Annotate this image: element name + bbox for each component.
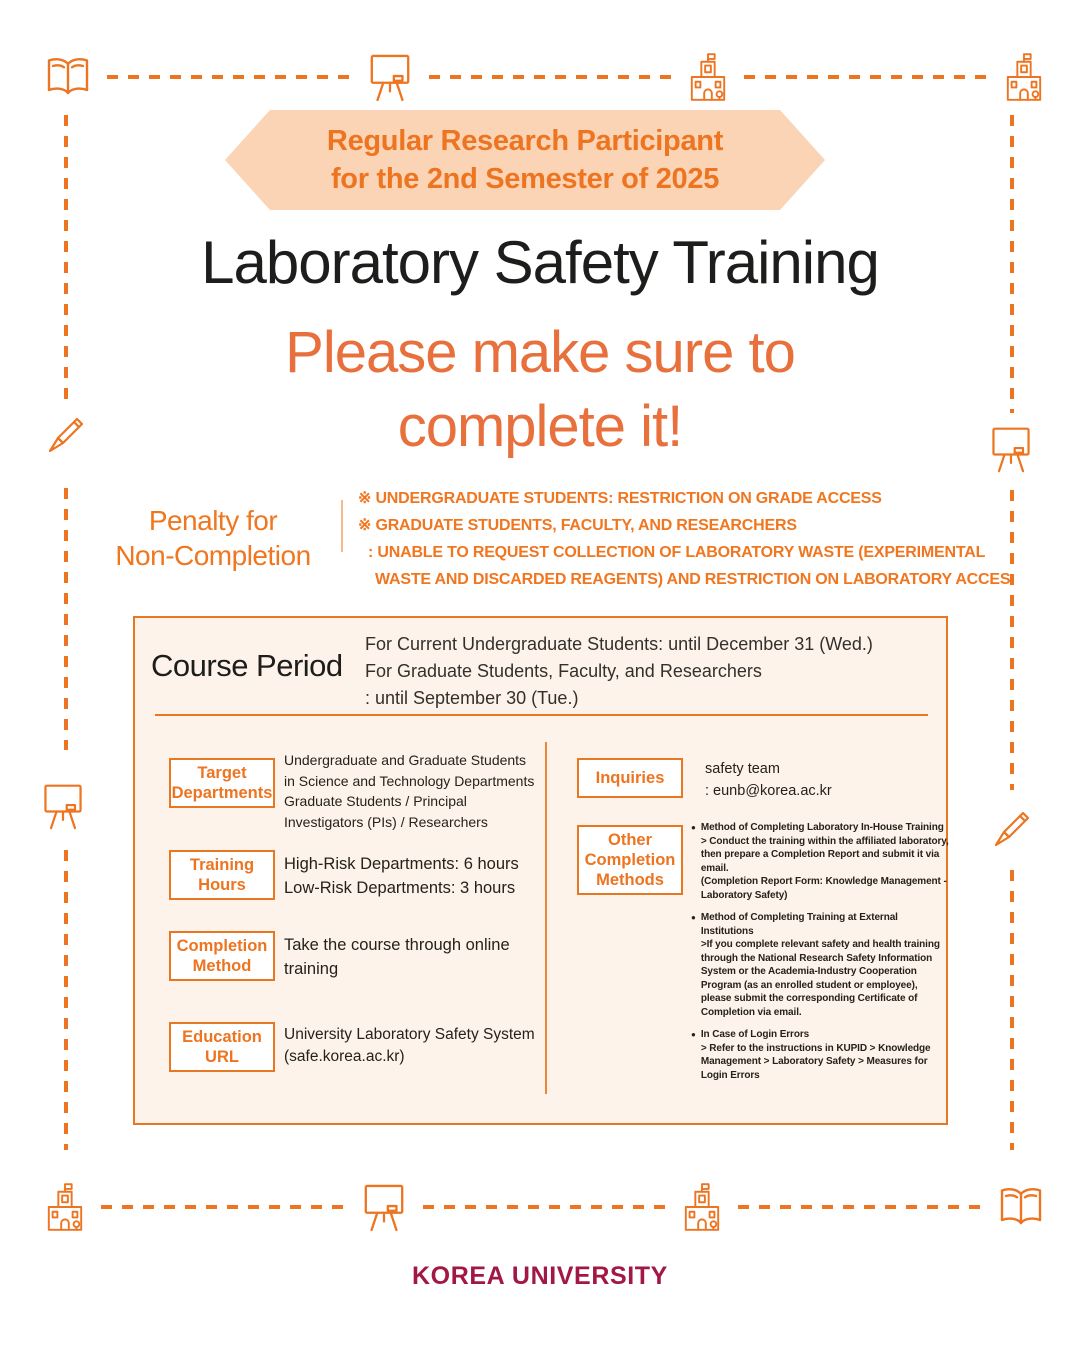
target-departments-content: Undergraduate and Graduate Students in S…: [284, 752, 535, 830]
dashed-line: [744, 75, 989, 79]
list-item: ● Method of Completing Laboratory In-Hou…: [691, 821, 949, 902]
penalty-heading: Penalty for Non-Completion: [115, 505, 311, 571]
dashed-line: [101, 1205, 345, 1209]
banner-line2: for the 2nd Semester of 2025: [330, 163, 720, 195]
info-box: Course Period For Current Undergraduate …: [133, 616, 949, 1125]
school-icon: [1006, 53, 1042, 101]
bottom-border: [45, 1178, 1044, 1236]
course-period-line: For Graduate Students, Faculty, and Rese…: [365, 661, 762, 681]
dashed-line: [428, 75, 673, 79]
bullet-icon: ●: [691, 823, 696, 832]
inquiries-content: safety team : eunb@korea.ac.kr: [705, 761, 832, 799]
easel-icon: [44, 784, 82, 830]
bullet-text: Method of Completing Training at Externa…: [700, 912, 940, 1018]
other-completion-methods-label: Other Completion Methods: [577, 825, 683, 895]
divider: [155, 714, 928, 716]
bullet-icon: ●: [691, 913, 696, 922]
easel-icon: [370, 54, 410, 102]
course-period-line: : until September 30 (Tue.): [365, 688, 579, 708]
school-icon: [685, 1183, 720, 1231]
list-item: ● Method of Completing Training at Exter…: [691, 911, 949, 1019]
dashed-line: [422, 1205, 667, 1209]
education-url-label: Education URL: [169, 1022, 275, 1072]
penalty-note: : UNABLE TO REQUEST COLLECTION OF LABORA…: [368, 544, 986, 561]
top-border: [45, 48, 1044, 106]
bullet-icon: ●: [691, 1030, 696, 1039]
easel-icon: [364, 1184, 404, 1232]
semester-banner: Regular Research Participant for the 2nd…: [225, 110, 825, 210]
course-period-label: Course Period: [151, 648, 343, 683]
penalty-note: ※ UNDERGRADUATE STUDENTS: RESTRICTION ON…: [358, 490, 882, 507]
dashed-line: [1010, 115, 1014, 413]
education-url-content: University Laboratory Safety System (saf…: [284, 1026, 535, 1065]
dashed-line: [1010, 490, 1014, 790]
completion-method-label: Completion Method: [169, 931, 275, 981]
target-departments-label: Target Departments: [169, 758, 275, 808]
page-title: Laboratory Safety Training: [201, 229, 880, 296]
penalty-note: WASTE AND DISCARDED REAGENTS) AND RESTRI…: [375, 571, 1011, 588]
dashed-line: [64, 850, 68, 1150]
divider: [341, 500, 343, 552]
university-logo: KOREA UNIVERSITY: [412, 1262, 668, 1290]
book-icon: [1000, 1187, 1042, 1225]
training-hours-content: High-Risk Departments: 6 hours Low-Risk …: [284, 855, 519, 897]
dashed-line: [64, 488, 68, 750]
pencil-icon: [994, 811, 1030, 847]
course-period-line: For Current Undergraduate Students: unti…: [365, 634, 873, 654]
book-icon: [47, 57, 89, 95]
penalty-notes: ※ UNDERGRADUATE STUDENTS: RESTRICTION ON…: [358, 485, 1011, 593]
school-icon: [47, 1183, 83, 1231]
dashed-line: [1010, 870, 1014, 1150]
dashed-line: [107, 75, 351, 79]
page-subtitle: Please make sure to complete it!: [285, 320, 796, 459]
course-period-content: For Current Undergraduate Students: unti…: [365, 631, 873, 712]
completion-method-content: Take the course through online training: [284, 936, 510, 978]
school-icon: [691, 53, 726, 101]
inquiries-label: Inquiries: [577, 758, 683, 798]
penalty-note: ※ GRADUATE STUDENTS, FACULTY, AND RESEAR…: [358, 517, 797, 534]
column-divider: [545, 742, 547, 1094]
list-item: ● In Case of Login Errors > Refer to the…: [691, 1028, 949, 1082]
other-completion-methods-content: ● Method of Completing Laboratory In-Hou…: [691, 821, 949, 1091]
bullet-text: In Case of Login Errors > Refer to the i…: [700, 1029, 931, 1081]
dashed-line: [64, 115, 68, 403]
banner-line1: Regular Research Participant: [326, 125, 724, 157]
bullet-text: Method of Completing Laboratory In-House…: [700, 822, 949, 901]
training-hours-label: Training Hours: [169, 850, 275, 900]
dashed-line: [738, 1205, 983, 1209]
